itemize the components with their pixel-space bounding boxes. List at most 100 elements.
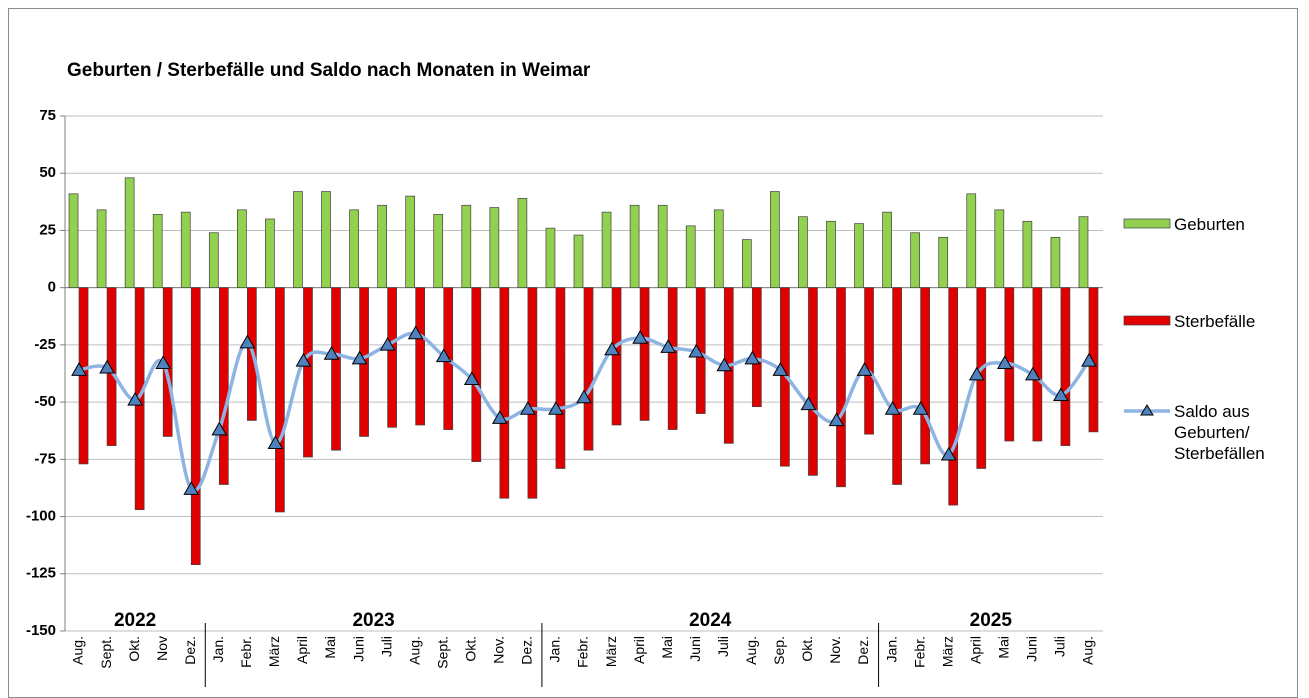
bar [601,211,612,289]
legend-swatch-rect [1123,315,1171,326]
x-tick-label: Aug. [1080,636,1096,665]
x-tick-label: Aug. [743,636,759,665]
y-tick-label: -125 [26,565,56,582]
marker [772,362,789,376]
marker [99,359,115,374]
bar [1032,287,1043,442]
bar [527,287,538,499]
marker [884,400,901,415]
marker [520,400,536,415]
y-tick-label: -100 [26,508,56,525]
bar [938,236,949,289]
marker [71,362,87,376]
year-label: 2023 [352,610,394,631]
marker [996,355,1013,369]
bar [405,195,416,289]
marker [323,346,340,360]
bar [583,287,594,451]
bar [657,204,668,289]
x-tick-label: April [631,636,647,664]
marker [267,435,284,450]
bar [948,287,959,506]
x-tick-label: Sep. [771,636,787,665]
x-tick-label: Dez. [519,636,535,665]
bar [798,216,808,289]
bar [517,198,528,289]
bar [882,211,892,289]
x-tick-label: Jan. [210,636,226,662]
legend-swatch [1123,315,1171,326]
bar [489,207,500,289]
x-tick-label: Juli [1052,636,1068,657]
bar [1060,287,1071,446]
marker [856,362,873,376]
bar [1022,220,1033,289]
x-tick-label: Febr. [238,636,254,668]
bar [293,191,303,289]
x-tick-label: Sept. [98,636,114,669]
bar [713,209,724,289]
x-tick-label: Aug. [70,636,86,665]
marker [183,481,200,495]
year-label: 2024 [689,610,732,631]
legend-label: Saldo aus Geburten/ Sterbefällen [1174,402,1265,463]
bar [751,287,762,408]
bar [892,287,902,485]
bar [321,191,331,289]
bar [808,287,818,476]
bar [265,218,275,289]
marker [716,357,733,372]
bar [741,239,752,289]
bar [377,204,387,289]
marker [407,325,424,340]
bar [629,204,640,289]
x-tick-label: Mai [322,636,338,659]
x-tick-label: Febr. [911,636,927,668]
marker [828,412,845,427]
marker [1024,366,1041,381]
marker [576,389,592,404]
bar [208,232,219,289]
bar [349,209,359,289]
x-tick-label: März [939,636,955,667]
bar [864,287,874,435]
bar [826,220,836,289]
bar [667,287,678,430]
year-label: 2022 [114,610,156,631]
bar [685,225,696,289]
x-tick-label: Febr. [575,636,591,668]
marker [463,371,480,385]
marker [155,355,172,369]
marker [632,330,648,344]
y-tick-label: -25 [34,336,56,353]
bar [854,223,864,289]
marker [351,350,368,365]
marker [239,334,256,349]
marker [435,348,452,363]
x-tick-label: Aug. [406,636,422,665]
marker [800,396,817,411]
x-tick-label: April [294,636,310,664]
x-tick-label: Dez. [182,636,198,665]
y-tick-label: -150 [26,622,56,639]
marker [379,336,396,351]
x-tick-label: Okt. [126,636,142,662]
marker [688,343,705,358]
x-tick-label: Okt. [799,636,815,662]
legend-label: Geburten [1174,215,1245,234]
x-tick-label: Nov. [491,636,507,664]
bar [303,287,313,458]
bar [331,287,341,451]
marker [491,410,508,424]
x-tick-label: Sept. [434,636,450,669]
legend-swatch-rect [1123,218,1171,229]
bar [275,287,285,513]
y-tick-label: -50 [34,393,56,410]
bar [499,287,510,499]
marker [548,400,564,415]
bar [218,287,229,485]
bar [545,227,556,289]
bar [770,191,780,289]
marker [744,350,761,365]
